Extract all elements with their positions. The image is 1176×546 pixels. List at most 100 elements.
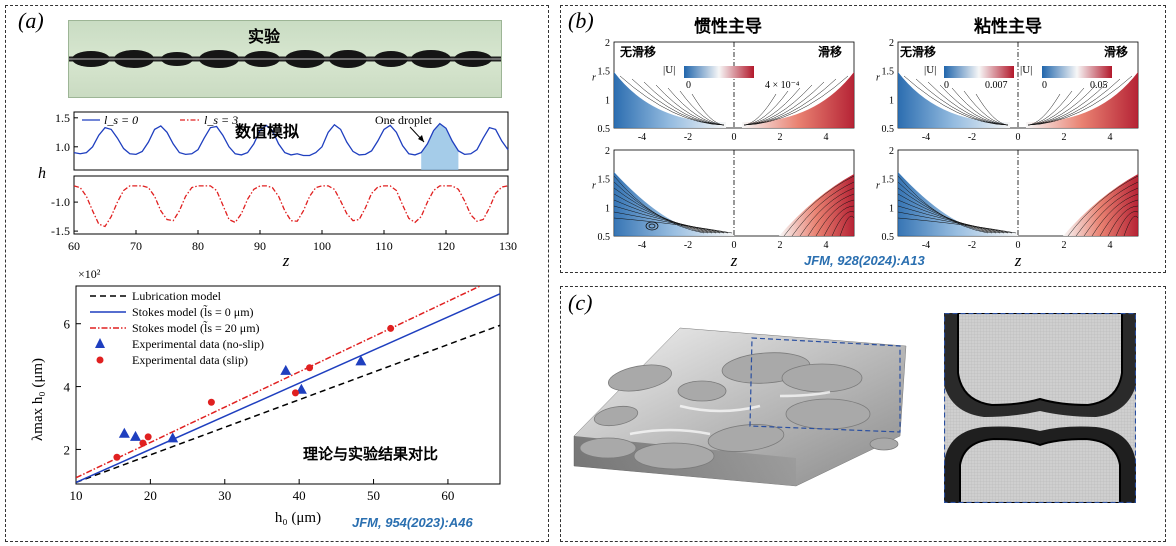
data-point-noslip [355, 355, 367, 366]
r-axis-label: r [592, 181, 596, 192]
colorbar-2 [944, 66, 1014, 78]
data-point-slip [291, 389, 299, 397]
panel-b-reference: JFM, 928(2024):A13 [804, 253, 925, 268]
r-tick-label: 1 [605, 203, 610, 214]
y-tick-label: 2 [64, 442, 71, 457]
panel-a-label: (a) [18, 8, 44, 33]
r-tick-label: 0.5 [882, 124, 895, 135]
inertia-title: 惯性主导 [694, 17, 762, 37]
z-tick-label: -2 [968, 240, 976, 251]
x-tick-label: 130 [499, 239, 517, 253]
legend-marker [95, 338, 105, 348]
r-tick-label: 2 [889, 146, 894, 157]
r-tick-label: 2 [889, 38, 894, 49]
noslip-label-right: 无滑移 [900, 45, 937, 59]
droplet-highlight [421, 123, 459, 170]
slip-label-right: 滑移 [1104, 45, 1129, 59]
data-point-slip [144, 433, 152, 441]
x-tick-label: 20 [144, 488, 157, 503]
simulation-label: 数值模拟 [235, 122, 300, 141]
comparison-label: 理论与实验结果对比 [303, 445, 439, 463]
y-tick-label: 1.0 [55, 140, 70, 154]
x-tick-label: 40 [293, 488, 306, 503]
z-tick-label: 4 [1108, 240, 1113, 251]
legend-label: Experimental data (slip) [132, 353, 248, 367]
model-line [76, 286, 482, 479]
z-tick-label: -2 [684, 132, 692, 143]
axis-multiplier: ×10² [78, 267, 101, 281]
r-tick-label: 1 [889, 203, 894, 214]
x-tick-label: 100 [313, 239, 331, 253]
x-tick-label: 60 [68, 239, 80, 253]
r-tick-label: 1.5 [598, 175, 611, 186]
x-axis-label: z [282, 251, 290, 266]
r-axis-label: r [876, 181, 880, 192]
height-profile-plots: 1.0 1.5 -1.0 -1.560 70 80 90 100 110 120 130 z h l_s … [38, 111, 517, 266]
flow-field-plots: 2 1.5 1 0.5 r -4 -2 0 2 4 2 1.5 1 0.5 r -4 -2 0 2 4 2 1.5 1 0.5… [592, 38, 1139, 270]
viscous-title: 粘性主导 [974, 17, 1042, 37]
r-tick-label: 1 [889, 95, 894, 106]
z-axis-label-right: z [1014, 251, 1022, 270]
y-tick-label: 6 [64, 317, 71, 332]
z-tick-label: -4 [922, 132, 930, 143]
scatter-axes-frame [75, 285, 501, 485]
x-tick-label: 30 [218, 488, 231, 503]
z-tick-label: 0 [1016, 240, 1021, 251]
z-tick-label: 4 [1108, 132, 1113, 143]
series-line-l_s = 0 [73, 122, 509, 157]
z-tick-label: 0 [732, 132, 737, 143]
panel-c [560, 286, 1166, 542]
experiment-photo [68, 20, 502, 98]
data-point-slip [306, 364, 314, 372]
z-tick-label: -2 [968, 132, 976, 143]
y-tick-label: 1.5 [55, 111, 70, 125]
series-line-l_s = 3 [73, 185, 509, 228]
data-point-noslip [130, 430, 142, 441]
x-tick-label: 60 [441, 488, 454, 503]
data-point-slip [113, 453, 121, 461]
r-axis-label: r [592, 73, 596, 84]
noslip-label-left: 无滑移 [620, 45, 657, 59]
z-tick-label: 2 [778, 132, 783, 143]
data-point-slip [139, 439, 147, 447]
droplet-arrow-head [418, 135, 424, 142]
model-line [76, 293, 500, 484]
r-tick-label: 1.5 [882, 67, 895, 78]
legend-label: Stokes model (l̃s = 0 μm) [132, 304, 254, 319]
z-tick-label: 2 [778, 240, 783, 251]
profile-axes-frame [73, 175, 509, 235]
panel-a-reference: JFM, 954(2023):A46 [352, 515, 473, 530]
y-tick-label: -1.0 [51, 195, 70, 209]
flow-panel: 2 1.5 1 0.5 r -4 -2 0 2 4 [592, 38, 855, 143]
r-tick-label: 2 [605, 38, 610, 49]
data-point-noslip [167, 432, 179, 443]
droplet-chain-image [69, 50, 501, 68]
z-tick-label: 4 [824, 132, 829, 143]
panel-b-label: (b) [568, 8, 594, 33]
data-point-noslip [295, 383, 307, 394]
colorbar1-max: 4 × 10⁻⁴ [765, 80, 800, 91]
z-tick-label: 0 [1016, 132, 1021, 143]
legend-label: Lubrication model [132, 289, 222, 303]
x-tick-label: 10 [70, 488, 83, 503]
y-tick-label: -1.5 [51, 224, 70, 238]
film-surface-3d [573, 327, 907, 487]
data-point-noslip [280, 364, 292, 375]
legend-label: Experimental data (no-slip) [132, 337, 264, 351]
colorbar2-min: 0 [944, 80, 949, 91]
z-tick-label: 2 [1062, 132, 1067, 143]
legend-label: Stokes model (l̃s = 20 μm) [132, 320, 260, 335]
z-tick-label: -4 [638, 240, 646, 251]
scatter-plot-area [76, 286, 500, 484]
r-tick-label: 0.5 [882, 232, 895, 243]
colorbar2-label: |U| [924, 64, 937, 76]
colorbar3-max: 0.05 [1090, 80, 1108, 91]
r-axis-label: r [876, 73, 880, 84]
colorbar1-min: 0 [686, 80, 691, 91]
y-axis-label: h [38, 165, 46, 182]
r-tick-label: 0.5 [598, 124, 611, 135]
y-axis-label: λmax h₀ (μm) [30, 358, 46, 441]
z-tick-label: 4 [824, 240, 829, 251]
flow-panel: 2 1.5 1 0.5 r -4 -2 0 2 4 [592, 146, 855, 251]
z-tick-label: -4 [922, 240, 930, 251]
